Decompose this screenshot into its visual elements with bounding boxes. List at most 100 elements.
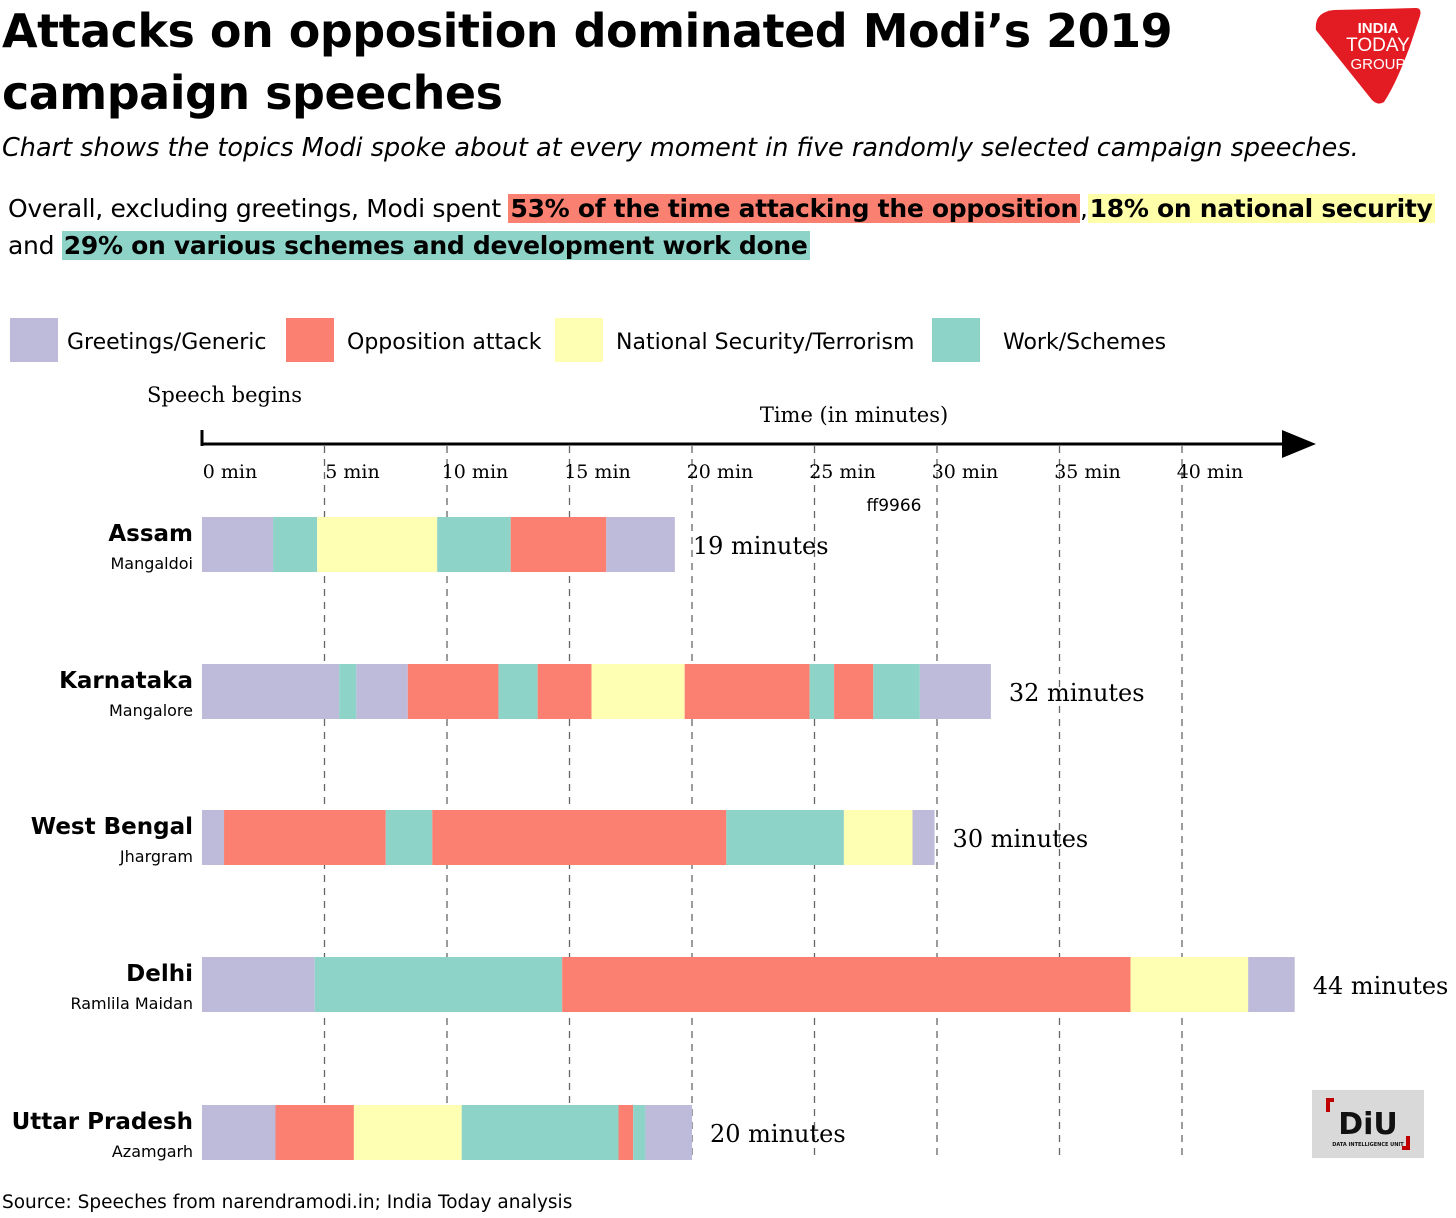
summary-prefix: Overall, excluding greetings, Modi spent <box>8 194 509 223</box>
speech-row-west-bengal: West Bengal Jhargram 30 minutes <box>31 810 1088 866</box>
row-state-label: Assam <box>108 521 193 547</box>
segment-greetings <box>202 664 340 719</box>
segment-greetings <box>606 517 675 572</box>
row-duration-label: 44 minutes <box>1313 972 1449 1000</box>
india-today-group-logo: INDIA TODAY GROUP <box>1315 8 1421 104</box>
chart-subtitle: Chart shows the topics Modi spoke about … <box>2 133 1359 163</box>
row-duration-label: 19 minutes <box>693 532 829 560</box>
diu-logo-subtext: DATA INTELLIGENCE UNIT <box>1332 1142 1404 1148</box>
x-tick-label-10: 10 min <box>442 461 509 483</box>
x-tick-label-5: 5 min <box>325 461 379 483</box>
segment-greetings <box>202 957 315 1012</box>
summary-sentence: Overall, excluding greetings, Modi spent… <box>8 190 1456 264</box>
segment-security <box>591 664 685 719</box>
segment-greetings <box>202 1105 276 1160</box>
summary-and: and <box>8 231 55 260</box>
row-duration-label: 20 minutes <box>710 1120 846 1148</box>
segment-security <box>317 517 438 572</box>
x-axis-label: Time (in minutes) <box>760 403 948 427</box>
legend-swatch-schemes <box>932 318 980 362</box>
logo-line-2: TODAY <box>1346 35 1410 56</box>
row-duration-label: 32 minutes <box>1009 679 1145 707</box>
segment-schemes <box>385 810 433 865</box>
summary-opposition-highlight: 53% of the time attacking the opposition <box>508 194 1080 223</box>
segment-opposition <box>432 810 727 865</box>
x-tick-label-25: 25 min <box>809 461 876 483</box>
summary-comma: , <box>1079 194 1088 223</box>
row-place-label: Azamgarh <box>112 1142 193 1161</box>
segment-schemes <box>273 517 318 572</box>
legend-swatch-greetings <box>10 318 58 362</box>
speech-row-delhi: Delhi Ramlila Maidan 44 minutes <box>70 957 1448 1013</box>
chart-title: Attacks on opposition dominated Modi’s 2… <box>2 4 1173 120</box>
segment-greetings <box>919 664 991 719</box>
x-tick-label-20: 20 min <box>687 461 754 483</box>
time-axis <box>200 430 1316 458</box>
logo-line-1: INDIA <box>1358 20 1399 37</box>
source-note: Source: Speeches from narendramodi.in; I… <box>2 1192 573 1213</box>
segment-schemes <box>314 957 563 1012</box>
segment-opposition <box>407 664 499 719</box>
speech-begins-label: Speech begins <box>147 383 302 407</box>
summary-schemes-highlight: 29% on various schemes and development w… <box>61 231 810 260</box>
segment-greetings <box>1248 957 1295 1012</box>
row-state-label: Uttar Pradesh <box>12 1109 193 1135</box>
segment-schemes <box>339 664 357 719</box>
row-place-label: Ramlila Maidan <box>70 994 193 1013</box>
speech-row-uttar-pradesh: Uttar Pradesh Azamgarh 20 minutes <box>12 1105 846 1161</box>
segment-greetings <box>912 810 935 865</box>
legend-label-greetings: Greetings/Generic <box>67 330 267 355</box>
segment-greetings <box>202 517 274 572</box>
segment-greetings <box>645 1105 692 1160</box>
segment-opposition <box>834 664 874 719</box>
row-state-label: Karnataka <box>59 668 193 694</box>
speech-row-karnataka: Karnataka Mangalore 32 minutes <box>59 664 1145 720</box>
segment-opposition <box>684 664 810 719</box>
segment-greetings <box>202 810 225 865</box>
segment-security <box>843 810 913 865</box>
logo-line-3: GROUP <box>1350 56 1405 73</box>
speech-rows: Assam Mangaldoi 19 minutes Karnataka Mangalo… <box>12 517 1448 1161</box>
segment-schemes <box>809 664 835 719</box>
segment-security <box>353 1105 462 1160</box>
chart-legend: Greetings/Generic Opposition attack Nation… <box>10 318 1166 362</box>
speech-row-assam: Assam Mangaldoi 19 minutes <box>108 517 829 573</box>
row-place-label: Mangalore <box>109 701 193 720</box>
segment-opposition <box>562 957 1131 1012</box>
segment-schemes <box>461 1105 619 1160</box>
segment-opposition <box>510 517 607 572</box>
x-tick-label-30: 30 min <box>932 461 999 483</box>
summary-security-highlight: 18% on national security <box>1087 194 1435 223</box>
row-duration-label: 30 minutes <box>953 825 1089 853</box>
segment-schemes <box>498 664 538 719</box>
segment-schemes <box>633 1105 646 1160</box>
segment-opposition <box>618 1105 634 1160</box>
diu-logo: DiU DATA INTELLIGENCE UNIT <box>1312 1090 1424 1158</box>
segment-schemes <box>437 517 511 572</box>
stray-label: ff9966 <box>867 496 922 516</box>
segment-security <box>1130 957 1249 1012</box>
legend-swatch-opposition <box>286 318 334 362</box>
legend-swatch-security <box>555 318 603 362</box>
segment-schemes <box>726 810 844 865</box>
segment-opposition <box>275 1105 354 1160</box>
legend-label-opposition: Opposition attack <box>347 330 542 355</box>
row-place-label: Jhargram <box>119 847 193 866</box>
x-tick-label-0: 0 min <box>203 461 257 483</box>
legend-label-schemes: Work/Schemes <box>1003 330 1166 355</box>
segment-greetings <box>356 664 408 719</box>
speech-timeline-chart: Greetings/Generic Opposition attack Nation… <box>10 318 1448 1161</box>
segment-opposition <box>224 810 386 865</box>
segment-opposition <box>537 664 592 719</box>
x-tick-labels: 0 min 5 min 10 min 15 min 20 min 25 min 30 min… <box>203 461 1244 483</box>
time-axis-arrow-icon <box>1282 430 1316 458</box>
row-state-label: West Bengal <box>31 814 193 840</box>
diu-logo-text: DiU <box>1338 1107 1398 1142</box>
row-place-label: Mangaldoi <box>110 554 193 573</box>
x-tick-label-15: 15 min <box>564 461 631 483</box>
x-tick-label-40: 40 min <box>1177 461 1244 483</box>
x-tick-label-35: 35 min <box>1054 461 1121 483</box>
row-state-label: Delhi <box>126 961 193 987</box>
segment-schemes <box>873 664 920 719</box>
legend-label-security: National Security/Terrorism <box>616 330 914 355</box>
